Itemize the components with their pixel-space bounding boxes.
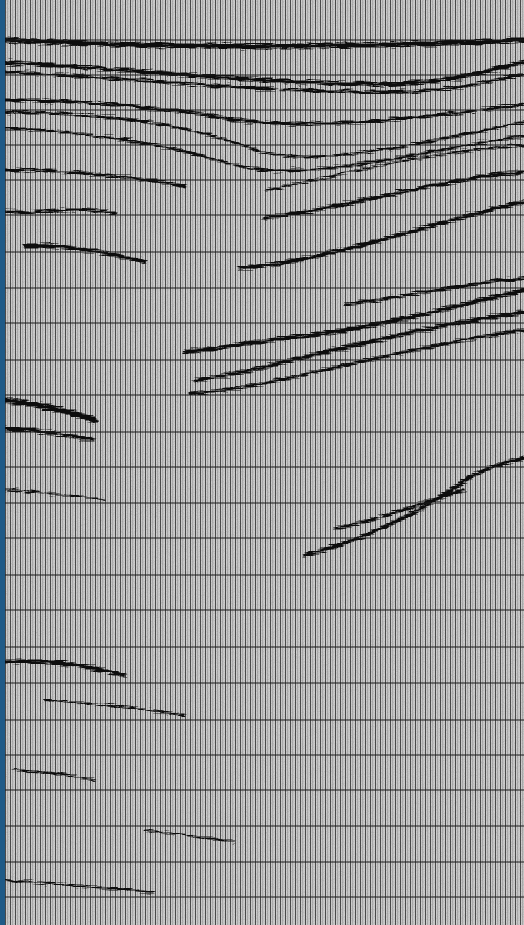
- reflector-horizon: [183, 288, 524, 354]
- reflector-horizon: [5, 70, 524, 94]
- reflector-horizon: [263, 170, 524, 220]
- timing-lines: [5, 39, 524, 898]
- reflector-horizon: [188, 328, 524, 396]
- reflector-group: [5, 37, 524, 893]
- reflector-horizon: [303, 456, 524, 557]
- reflector-horizon: [5, 879, 156, 893]
- reflector-horizon: [144, 829, 236, 843]
- reflector-horizon: [5, 126, 524, 172]
- reflector-horizon: [193, 310, 524, 382]
- reflector-horizon: [5, 98, 524, 126]
- reflector-horizon: [343, 276, 524, 307]
- reflector-horizon: [5, 168, 187, 188]
- reflector-horizon: [238, 200, 524, 270]
- reflector-horizon: [264, 145, 524, 191]
- reflector-horizon: [5, 37, 524, 49]
- seismic-section-image: [5, 0, 524, 925]
- reflector-horizon: [44, 699, 186, 717]
- reflector-horizon: [14, 769, 96, 781]
- reflector-horizon: [5, 489, 106, 501]
- reflector-horizon: [333, 488, 467, 530]
- reflector-horizon: [23, 243, 147, 264]
- reflector-horizon: [5, 207, 117, 216]
- reflector-horizon: [5, 110, 524, 158]
- reflector-horizon: [5, 397, 98, 423]
- reflector-horizon: [5, 659, 127, 678]
